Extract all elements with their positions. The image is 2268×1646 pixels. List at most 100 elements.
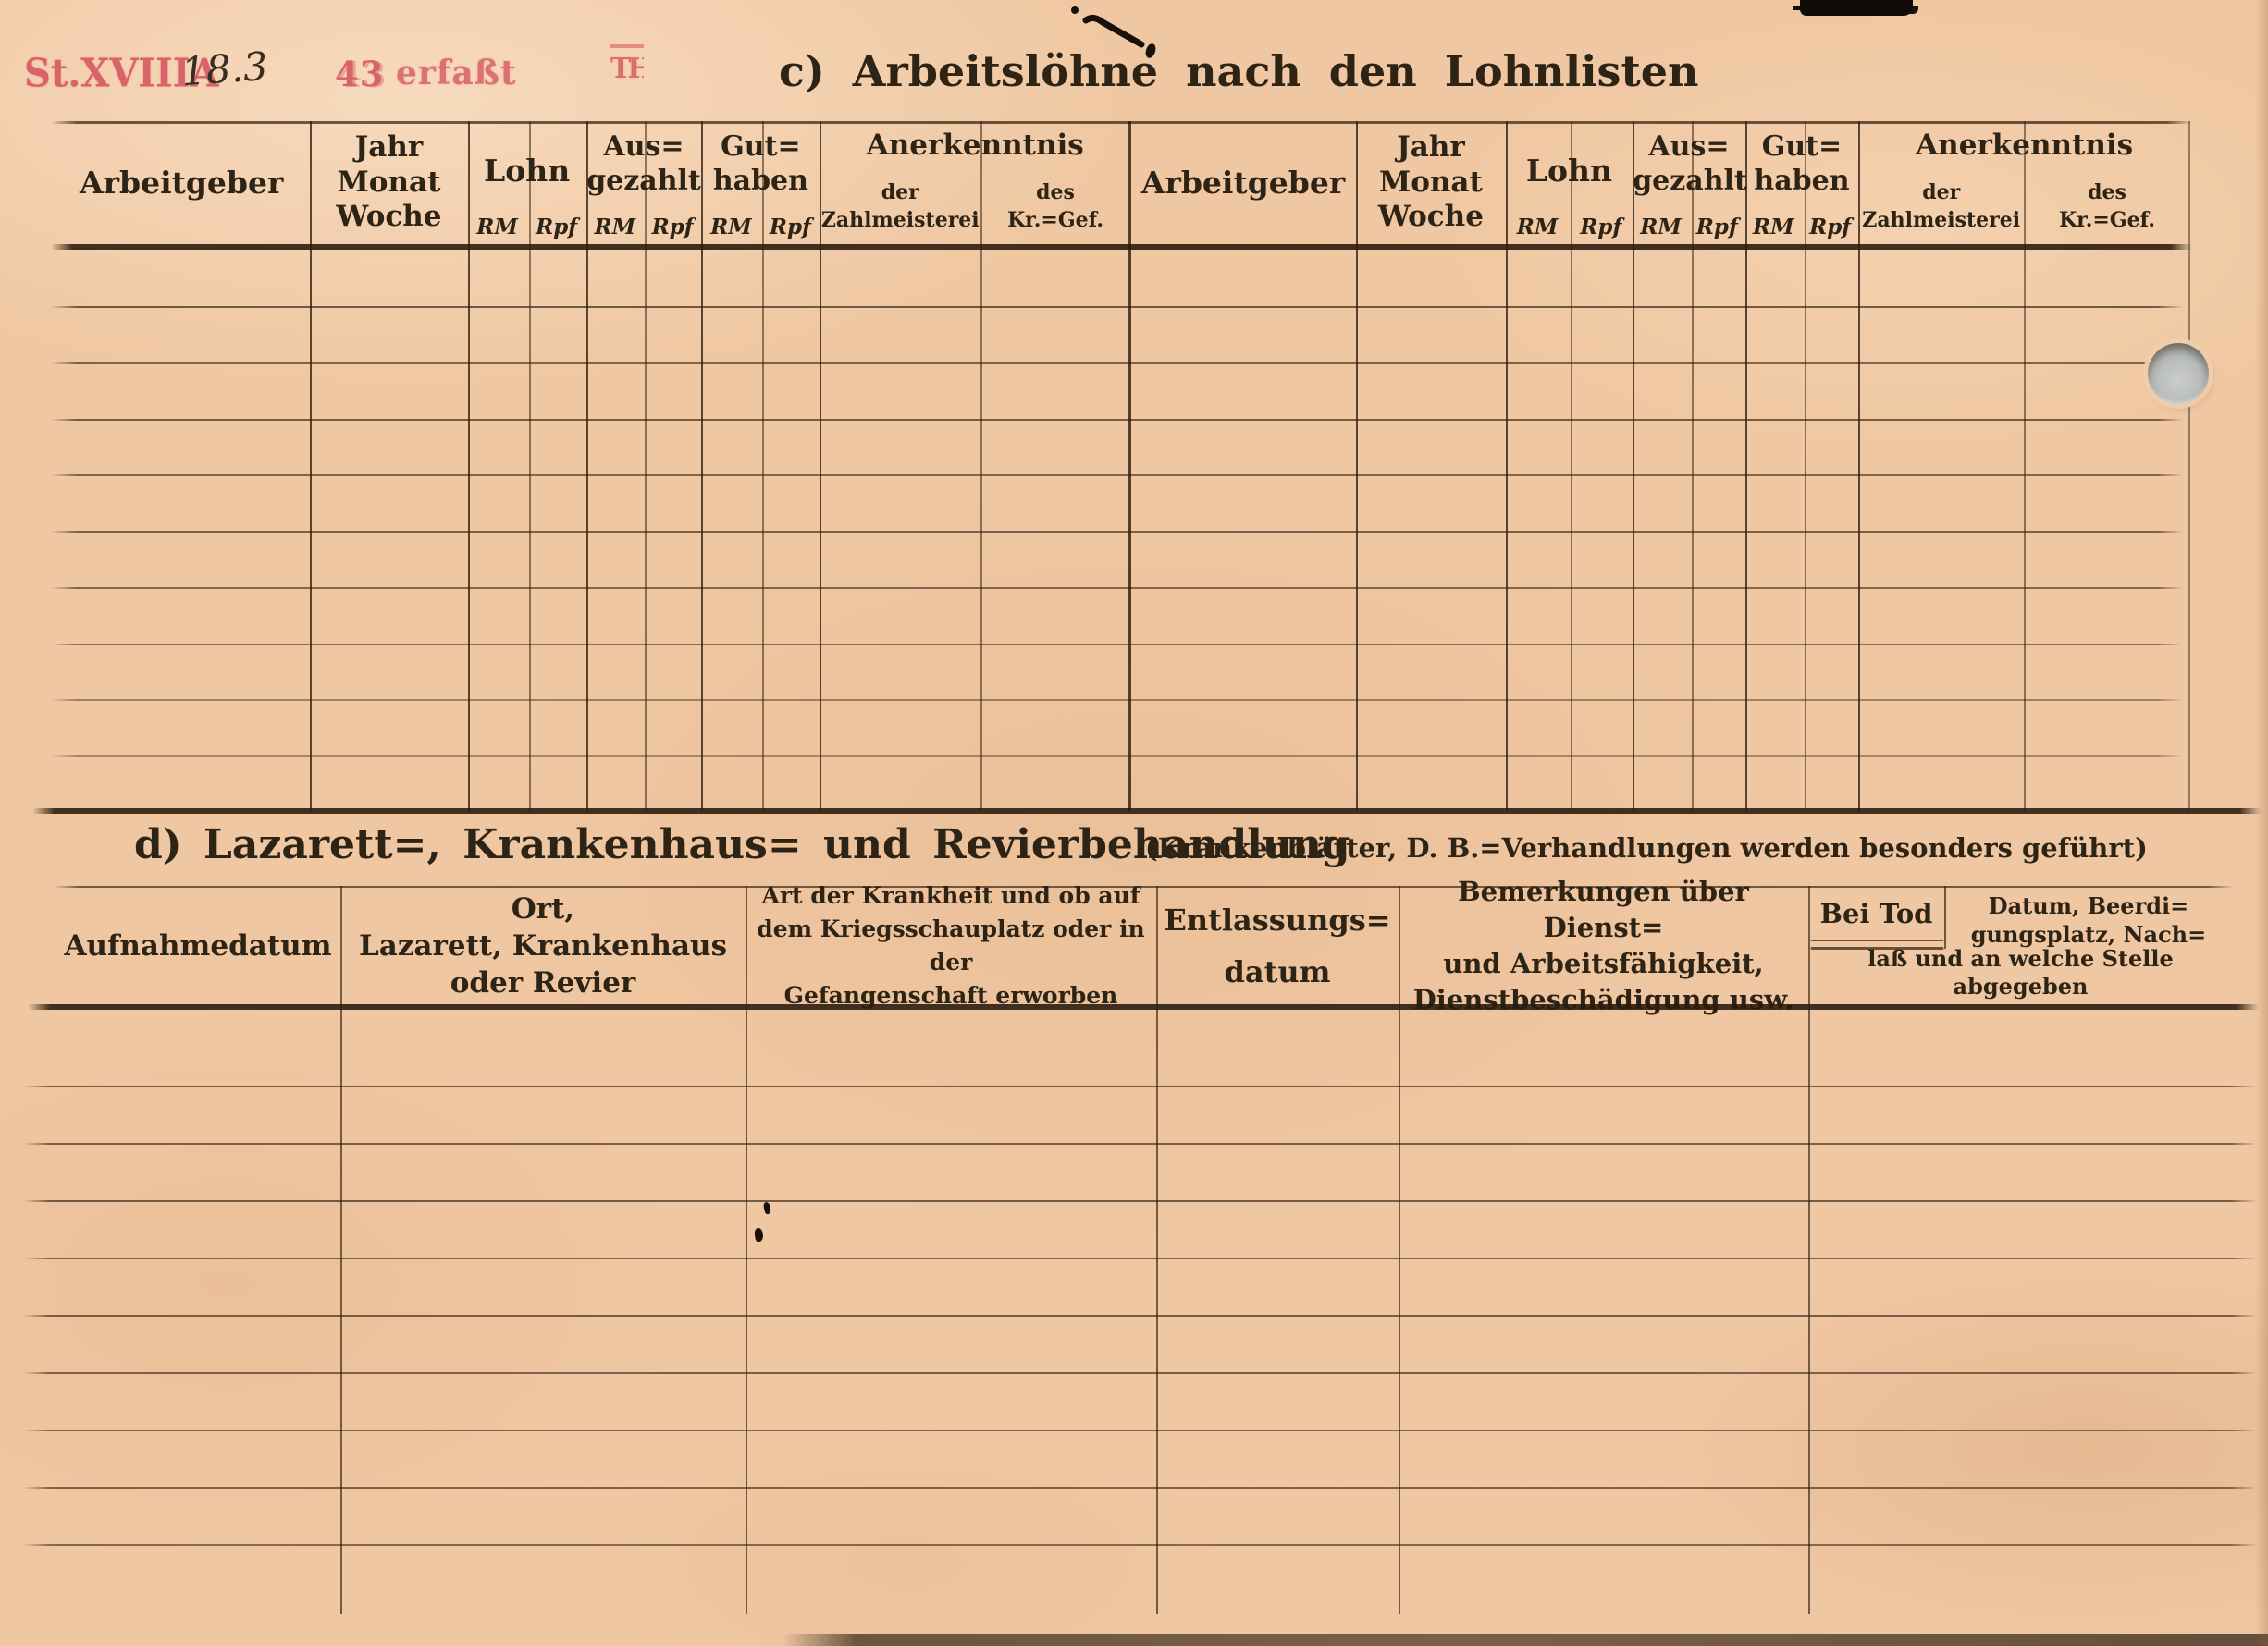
grid-line-vertical bbox=[585, 121, 588, 811]
table-c-top-border bbox=[51, 121, 2192, 124]
des-line: des bbox=[1036, 180, 1075, 205]
rm-label: RM bbox=[476, 215, 518, 240]
col-guthaben: Gut= haben RM Rpf bbox=[1745, 121, 1859, 244]
rm-label: RM bbox=[1753, 215, 1794, 240]
sub-krgef-label: des Kr.=Gef. bbox=[980, 173, 1130, 241]
col-jahr-monat-woche-label: Jahr Monat Woche bbox=[1356, 121, 1506, 244]
currency-subheader: RM Rpf bbox=[701, 209, 820, 244]
table-d-top-border bbox=[54, 886, 2234, 888]
gut-line: Gut= bbox=[721, 130, 801, 163]
col-bemerkungen-label: Bemerkungen über Dienst= und Arbeitsfähi… bbox=[1400, 876, 1806, 1015]
section-d-title: d) Lazarett=, Krankenhaus= und Revierbeh… bbox=[134, 821, 1350, 868]
haben-line: haben bbox=[712, 164, 808, 197]
sub-zahlmeisterei-label: der Zahlmeisterei bbox=[820, 173, 980, 241]
col-guthaben-label: Gut= haben bbox=[1745, 130, 1859, 198]
table-c-row-line bbox=[51, 699, 2183, 701]
table-c-row-line bbox=[51, 531, 2183, 533]
table-c-row-line bbox=[51, 362, 2183, 364]
grid-line-vertical bbox=[1570, 121, 1572, 811]
woche-line: Woche bbox=[336, 200, 442, 234]
haben-line: haben bbox=[1754, 164, 1850, 197]
ink-squiggle-icon bbox=[1071, 6, 1156, 58]
lazarett-line: Lazarett, Krankenhaus bbox=[358, 928, 728, 963]
rpf-label: Rpf bbox=[651, 215, 694, 240]
krgef-line: Kr.=Gef. bbox=[1007, 208, 1103, 232]
table-d-column-line bbox=[1808, 886, 1810, 1614]
grid-line-vertical bbox=[2024, 121, 2027, 811]
der-line: der bbox=[881, 180, 919, 205]
art-line-1: Art der Krankheit und ob auf bbox=[761, 881, 1140, 909]
grid-line-vertical bbox=[1744, 121, 1747, 811]
small-red-stamp-icon: TH bbox=[610, 44, 644, 91]
section-d-subtitle: (Krankenblätter, D. B.=Verhandlungen wer… bbox=[1145, 832, 2148, 864]
monat-line: Monat bbox=[337, 165, 441, 199]
tod-right-line-1: Datum, Beerdi= bbox=[1988, 892, 2189, 919]
table-c-row-line bbox=[51, 419, 2183, 421]
rpf-label: Rpf bbox=[769, 215, 811, 240]
entlassungs-line: Entlassungs= bbox=[1164, 903, 1391, 938]
section-c-title: c) Arbeitslöhne nach den Lohnlisten bbox=[779, 46, 1699, 96]
bemerkungen-line-2: und Arbeitsfähigkeit, bbox=[1443, 948, 1764, 979]
currency-subheader: RM Rpf bbox=[586, 209, 702, 244]
table-d-row-line bbox=[23, 1086, 2257, 1087]
der-line: der bbox=[1922, 180, 1961, 205]
rpf-label: Rpf bbox=[1580, 215, 1622, 240]
table-d-header-bottom-border bbox=[28, 1004, 2259, 1010]
jahr-line: Jahr bbox=[354, 129, 424, 164]
woche-line: Woche bbox=[1377, 200, 1484, 234]
ink-dot-icon bbox=[762, 1201, 772, 1215]
currency-subheader: RM Rpf bbox=[1633, 209, 1744, 244]
bemerkungen-line-3: Dienstbeschädigung usw. bbox=[1412, 984, 1794, 1016]
punch-hole bbox=[2148, 343, 2209, 404]
col-ausgezahlt: Aus= gezahlt RM Rpf bbox=[586, 121, 702, 244]
bei-tod-underline bbox=[1810, 940, 1944, 941]
monat-line: Monat bbox=[1378, 165, 1483, 199]
erfasst-stamp: erfaßt bbox=[396, 54, 517, 92]
art-line-2: dem Kriegsschauplatz oder in der bbox=[757, 915, 1145, 976]
ort-line: Ort, bbox=[511, 891, 575, 926]
rm-label: RM bbox=[1516, 215, 1559, 240]
krgef-line: Kr.=Gef. bbox=[2059, 208, 2155, 232]
grid-line-vertical bbox=[761, 121, 764, 811]
datum-line: datum bbox=[1224, 954, 1331, 989]
table-c-header-bottom-border bbox=[51, 244, 2192, 250]
aus-line: Aus= bbox=[1648, 130, 1730, 163]
table-d-column-line bbox=[1156, 886, 1158, 1614]
des-line: des bbox=[2088, 180, 2126, 205]
rpf-label: Rpf bbox=[536, 215, 578, 240]
grid-line-vertical bbox=[1804, 121, 1806, 811]
currency-subheader: RM Rpf bbox=[1506, 209, 1633, 244]
gezahlt-line: gezahlt bbox=[1633, 164, 1747, 197]
col-arbeitgeber-label: Arbeitgeber bbox=[80, 165, 284, 201]
grid-line-vertical bbox=[310, 121, 313, 811]
col-lohn-label: Lohn bbox=[1525, 153, 1613, 189]
gezahlt-line: gezahlt bbox=[586, 164, 701, 197]
table-c-right-border bbox=[2188, 121, 2190, 811]
currency-subheader: RM Rpf bbox=[468, 209, 586, 244]
grid-line-vertical bbox=[820, 121, 822, 811]
col-lohn: Lohn RM Rpf bbox=[1506, 121, 1633, 244]
sub-krgef-label: des Kr.=Gef. bbox=[2024, 173, 2190, 241]
grid-line-vertical bbox=[1633, 121, 1635, 811]
table-d-row-line bbox=[23, 1430, 2257, 1431]
grid-line-vertical bbox=[701, 121, 704, 811]
grid-line-vertical bbox=[1356, 121, 1359, 811]
zahlmeisterei-line: Zahlmeisterei bbox=[1862, 208, 2021, 232]
col-arbeitgeber-label: Arbeitgeber bbox=[1140, 165, 1346, 201]
currency-subheader: RM Rpf bbox=[1745, 209, 1859, 244]
col-entlassungsdatum-label: Entlassungs= datum bbox=[1158, 886, 1397, 1006]
table-c-row-line bbox=[51, 306, 2183, 308]
table-c-row-line bbox=[51, 587, 2183, 589]
card-bottom-edge bbox=[782, 1634, 2268, 1646]
rpf-label: Rpf bbox=[1809, 215, 1852, 240]
table-c-half-divider bbox=[1128, 121, 1131, 811]
col-ausgezahlt-label: Aus= gezahlt bbox=[1633, 130, 1747, 198]
table-d-row-line bbox=[23, 1315, 2257, 1317]
sub-zahlmeisterei-label: der Zahlmeisterei bbox=[1858, 173, 2024, 241]
col-anerkenntnis-label: Anerkenntnis bbox=[866, 129, 1084, 162]
grid-line-vertical bbox=[1505, 121, 1508, 811]
year-stamp: 43 bbox=[335, 54, 385, 94]
zahlmeisterei-line: Zahlmeisterei bbox=[820, 208, 980, 232]
bei-tod-box-label: Bei Tod bbox=[1819, 898, 1933, 929]
rm-label: RM bbox=[1640, 215, 1682, 240]
